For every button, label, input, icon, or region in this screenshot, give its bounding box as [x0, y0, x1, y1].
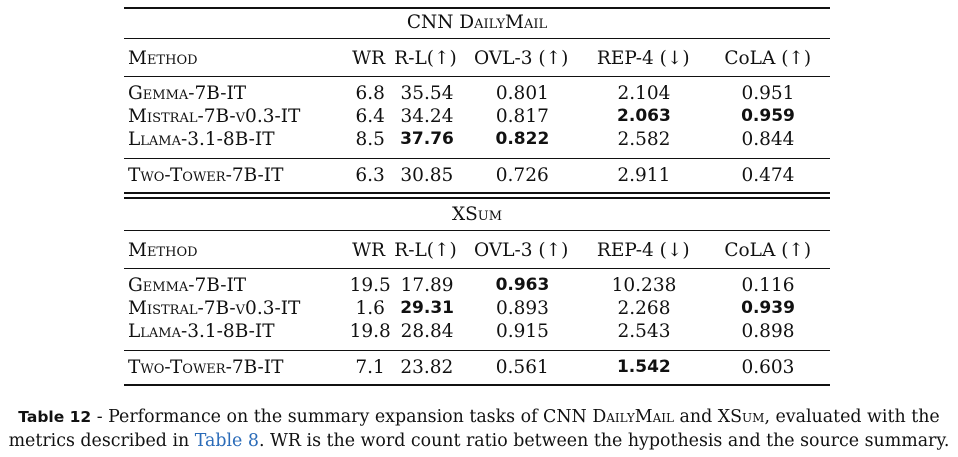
rep-cell: 2.911 — [617, 165, 671, 186]
rl-cell: 35.54 — [400, 83, 454, 104]
col-rl: R-L(↑) — [394, 48, 457, 69]
col-method: Method — [128, 48, 198, 69]
section2-header: Method WR R-L(↑) OVL-3 (↑) REP-4 (↓) CoL… — [124, 239, 830, 262]
section2-body: Gemma-7B-IT 19.5 17.89 0.963 10.238 0.11… — [124, 274, 830, 343]
col-rep: REP-4 (↓) — [596, 240, 690, 261]
method-cell: Llama-3.1-8B-IT — [128, 321, 275, 342]
section1-header-rule — [124, 76, 830, 77]
wr-cell: 8.5 — [355, 129, 385, 150]
rl-cell: 29.31 — [400, 298, 454, 318]
rl-cell: 17.89 — [400, 275, 454, 296]
section2-extra: Two-Tower-7B-IT 7.1 23.82 0.561 1.542 0.… — [124, 356, 830, 379]
section1-body: Gemma-7B-IT 6.8 35.54 0.801 2.104 0.951 … — [124, 82, 830, 151]
method-cell: Mistral-7B-v0.3-IT — [128, 298, 301, 319]
method-cell: Gemma-7B-IT — [128, 83, 247, 104]
section1-title: CNN DailyMail — [406, 12, 548, 33]
caption-dataset-name: DailyMail — [592, 407, 674, 427]
section-double-rule-a — [124, 192, 830, 194]
ovl-cell: 0.817 — [495, 106, 549, 127]
section2-title-rule — [124, 230, 830, 231]
cola-cell: 0.603 — [741, 357, 795, 378]
cola-cell: 0.951 — [741, 83, 795, 104]
rl-cell: 28.84 — [400, 321, 454, 342]
section2-group-rule — [124, 350, 830, 351]
wr-cell: 6.3 — [355, 165, 385, 186]
top-rule — [124, 7, 830, 9]
wr-cell: 6.4 — [355, 106, 385, 127]
col-rl: R-L(↑) — [394, 240, 457, 261]
col-method: Method — [128, 240, 198, 261]
caption-text: and — [673, 407, 718, 427]
wr-cell: 6.8 — [355, 83, 385, 104]
wr-cell: 7.1 — [355, 357, 385, 378]
col-wr: WR — [352, 240, 386, 261]
rl-cell: 34.24 — [400, 106, 454, 127]
col-rep: REP-4 (↓) — [596, 48, 690, 69]
table-row: Gemma-7B-IT 6.8 35.54 0.801 2.104 0.951 — [124, 82, 830, 105]
table-caption: Table 12 - Performance on the summary ex… — [6, 405, 952, 453]
ovl-cell: 0.963 — [495, 275, 550, 295]
cola-cell: 0.939 — [741, 298, 795, 318]
ovl-cell: 0.726 — [495, 165, 549, 186]
section2-header-rule — [124, 268, 830, 269]
rep-cell: 2.104 — [617, 83, 671, 104]
ovl-cell: 0.801 — [495, 83, 549, 104]
col-ovl: OVL-3 (↑) — [474, 48, 569, 69]
rl-cell: 30.85 — [400, 165, 454, 186]
section2-title: XSum — [451, 204, 503, 225]
method-cell: Two-Tower-7B-IT — [128, 165, 284, 186]
caption-dataset-name: XSum — [717, 407, 765, 427]
table-row: Llama-3.1-8B-IT 8.5 37.76 0.822 2.582 0.… — [124, 128, 830, 151]
rep-cell: 10.238 — [611, 275, 677, 296]
section1-group-rule — [124, 158, 830, 159]
ovl-cell: 0.893 — [495, 298, 549, 319]
rep-cell: 2.268 — [617, 298, 671, 319]
table-row: Llama-3.1-8B-IT 19.8 28.84 0.915 2.543 0… — [124, 320, 830, 343]
wr-cell: 19.5 — [349, 275, 391, 296]
table-row: Gemma-7B-IT 19.5 17.89 0.963 10.238 0.11… — [124, 274, 830, 297]
table-row: Mistral-7B-v0.3-IT 1.6 29.31 0.893 2.268… — [124, 297, 830, 320]
cola-cell: 0.474 — [741, 165, 795, 186]
cola-cell: 0.959 — [741, 106, 795, 126]
wr-cell: 1.6 — [355, 298, 385, 319]
rep-cell: 2.582 — [617, 129, 671, 150]
rep-cell: 2.063 — [617, 106, 671, 126]
rep-cell: 2.543 — [617, 321, 671, 342]
section-double-rule-b — [124, 197, 830, 199]
bottom-rule — [124, 384, 830, 386]
ovl-cell: 0.915 — [495, 321, 549, 342]
caption-table-link[interactable]: Table 8 — [194, 431, 259, 451]
rl-cell: 37.76 — [400, 129, 454, 149]
table-row: Mistral-7B-v0.3-IT 6.4 34.24 0.817 2.063… — [124, 105, 830, 128]
section1-header: Method WR R-L(↑) OVL-3 (↑) REP-4 (↓) CoL… — [124, 47, 830, 70]
rl-cell: 23.82 — [400, 357, 454, 378]
method-cell: Two-Tower-7B-IT — [128, 357, 284, 378]
caption-label: Table 12 — [18, 408, 92, 426]
cola-cell: 0.116 — [741, 275, 795, 296]
section1-extra: Two-Tower-7B-IT 6.3 30.85 0.726 2.911 0.… — [124, 164, 830, 187]
col-wr: WR — [352, 48, 386, 69]
method-cell: Gemma-7B-IT — [128, 275, 247, 296]
table-row: Two-Tower-7B-IT 7.1 23.82 0.561 1.542 0.… — [124, 356, 830, 379]
ovl-cell: 0.561 — [495, 357, 549, 378]
caption-text: . WR is the word count ratio between the… — [258, 431, 950, 451]
col-ovl: OVL-3 (↑) — [474, 240, 569, 261]
caption-text: , evaluated with the metrics described i… — [8, 407, 940, 451]
cola-cell: 0.844 — [741, 129, 795, 150]
wr-cell: 19.8 — [349, 321, 391, 342]
method-cell: Llama-3.1-8B-IT — [128, 129, 275, 150]
method-cell: Mistral-7B-v0.3-IT — [128, 106, 301, 127]
section1-title-rule — [124, 38, 830, 39]
cola-cell: 0.898 — [741, 321, 795, 342]
ovl-cell: 0.822 — [495, 129, 550, 149]
table-row: Two-Tower-7B-IT 6.3 30.85 0.726 2.911 0.… — [124, 164, 830, 187]
col-cola: CoLA (↑) — [724, 240, 812, 261]
caption-text: - Performance on the summary expansion t… — [91, 407, 593, 427]
rep-cell: 1.542 — [616, 357, 671, 377]
col-cola: CoLA (↑) — [724, 48, 812, 69]
